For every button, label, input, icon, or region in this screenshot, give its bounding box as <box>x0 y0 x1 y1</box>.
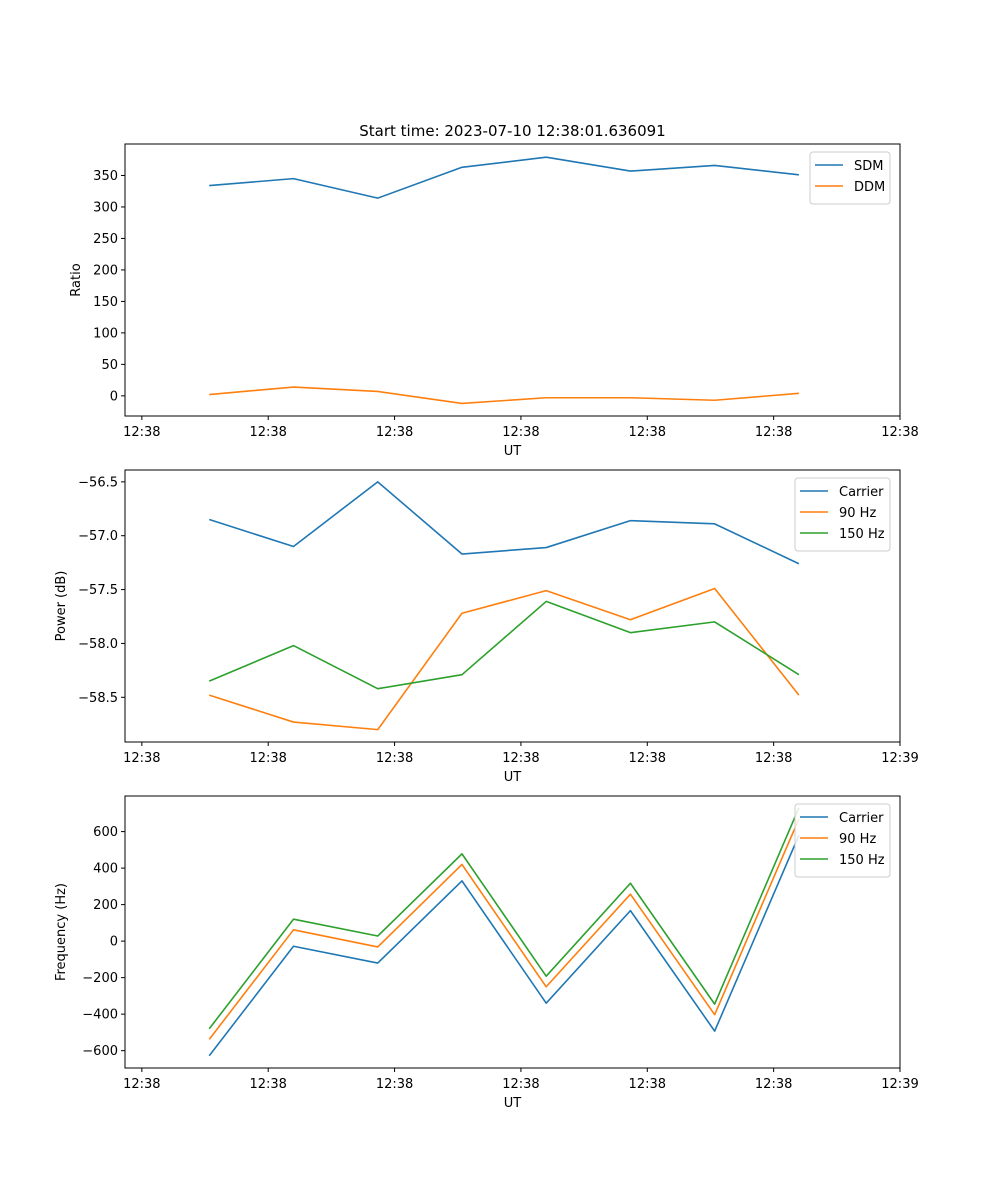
chart-panel-3: 12:38 12:38 12:38 12:38 12:38 12:38 12:39 −600 −… <box>54 795 919 1111</box>
chart-panel-2: 12:38 12:38 12:38 12:38 12:38 12:38 12:39 −58.5… <box>54 469 919 785</box>
legend-label: Carrier <box>839 485 884 500</box>
x-tick-label: 12:38 <box>881 425 918 440</box>
x-tick-label: 12:38 <box>755 1077 792 1092</box>
y-tick-label: 250 <box>93 232 118 247</box>
y-tick-label: −58.0 <box>78 637 118 652</box>
x-tick-label: 12:38 <box>629 1077 666 1092</box>
y-tick-label: 200 <box>93 263 118 278</box>
x-axis-label: UT <box>504 1096 522 1111</box>
legend-label: Carrier <box>839 811 884 826</box>
legend-label: 150 Hz <box>839 853 885 868</box>
legend-label: SDM <box>854 159 883 174</box>
axes-frame <box>124 469 901 743</box>
x-tick-label: 12:39 <box>881 1077 918 1092</box>
y-tick-label: 600 <box>93 825 118 840</box>
x-tick-label: 12:38 <box>249 425 286 440</box>
figure-title: Start time: 2023-07-10 12:38:01.636091 <box>359 122 665 140</box>
x-tick-label: 12:38 <box>376 425 413 440</box>
y-tick-label: 150 <box>93 295 118 310</box>
x-tick-label: 12:38 <box>249 1077 286 1092</box>
x-tick-label: 12:38 <box>123 751 160 766</box>
legend-label: 150 Hz <box>839 527 885 542</box>
axes-frame <box>124 795 901 1069</box>
legend: Carrier 90 Hz 150 Hz <box>794 477 891 552</box>
series-line-90-hz <box>208 818 800 1040</box>
y-tick-label: −58.5 <box>78 691 118 706</box>
y-tick-label: 0 <box>110 389 118 404</box>
x-tick-label: 12:39 <box>881 751 918 766</box>
series-line-150-hz <box>208 600 800 690</box>
series-line-carrier <box>208 834 800 1057</box>
chart-panel-1: 12:38 12:38 12:38 12:38 12:38 12:38 12:38 0 50 10… <box>69 143 919 459</box>
legend-label: 90 Hz <box>839 506 876 521</box>
y-tick-label: −57.0 <box>78 529 118 544</box>
x-tick-label: 12:38 <box>629 751 666 766</box>
y-axis-label: Ratio <box>69 263 84 296</box>
y-tick-label: −200 <box>82 971 118 986</box>
axes-frame <box>124 143 901 417</box>
x-axis-label: UT <box>504 444 522 459</box>
y-tick-label: −57.5 <box>78 583 118 598</box>
y-tick-label: 400 <box>93 862 118 877</box>
x-tick-label: 12:38 <box>502 425 539 440</box>
y-tick-label: 50 <box>101 358 118 373</box>
legend-label: DDM <box>854 180 885 195</box>
series-line-ddm <box>209 386 799 405</box>
y-tick-label: 100 <box>93 326 118 341</box>
x-tick-label: 12:38 <box>502 751 539 766</box>
x-tick-label: 12:38 <box>249 751 286 766</box>
x-tick-label: 12:38 <box>123 1077 160 1092</box>
series-line-150-hz <box>208 807 800 1030</box>
y-tick-label: 350 <box>93 169 118 184</box>
y-tick-label: 300 <box>93 200 118 215</box>
legend-label: 90 Hz <box>839 832 876 847</box>
legend: SDM DDM <box>809 151 891 205</box>
y-tick-label: −56.5 <box>78 475 118 490</box>
series-line-90-hz <box>208 587 800 731</box>
x-tick-label: 12:38 <box>755 425 792 440</box>
x-tick-label: 12:38 <box>376 751 413 766</box>
x-tick-label: 12:38 <box>502 1077 539 1092</box>
chart-panels: 12:38 12:38 12:38 12:38 12:38 12:38 12:38 0 50 10… <box>54 143 919 1111</box>
x-tick-label: 12:38 <box>755 751 792 766</box>
legend: Carrier 90 Hz 150 Hz <box>794 803 891 878</box>
series-line-sdm <box>209 156 799 199</box>
x-tick-label: 12:38 <box>376 1077 413 1092</box>
y-tick-label: 0 <box>110 935 118 950</box>
x-tick-label: 12:38 <box>123 425 160 440</box>
y-axis-label: Power (dB) <box>54 571 69 642</box>
y-tick-label: −400 <box>82 1008 118 1023</box>
x-tick-label: 12:38 <box>629 425 666 440</box>
y-tick-label: 200 <box>93 898 118 913</box>
x-axis-label: UT <box>504 770 522 785</box>
series-line-carrier <box>208 481 800 565</box>
y-axis-label: Frequency (Hz) <box>54 883 69 981</box>
y-tick-label: −600 <box>82 1044 118 1059</box>
